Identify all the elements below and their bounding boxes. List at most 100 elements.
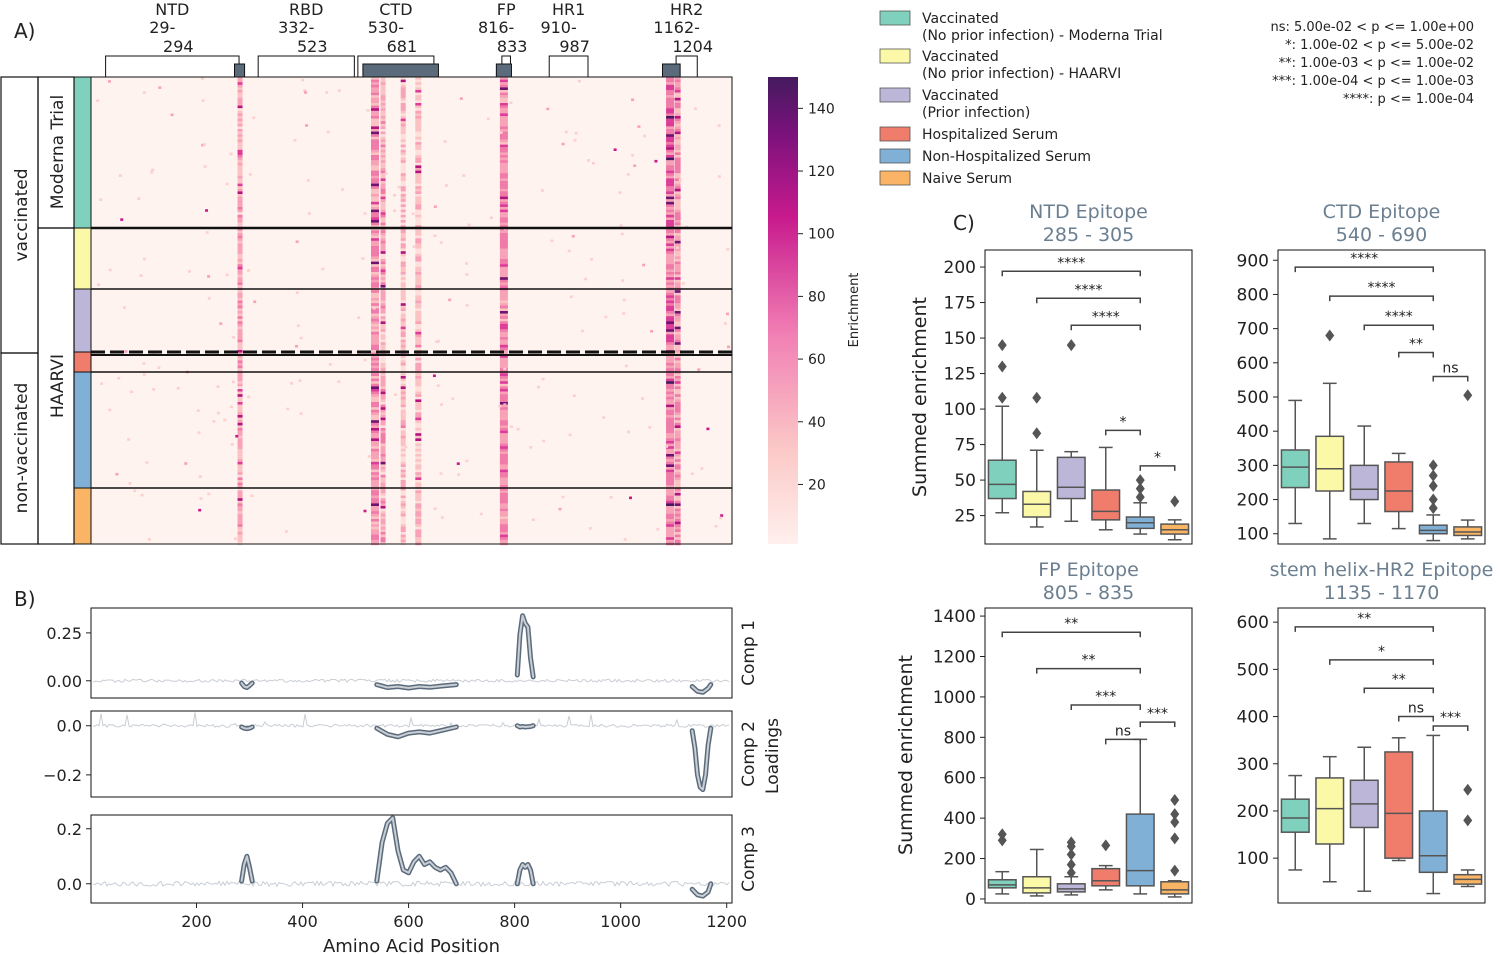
heatmap-cell [370, 337, 379, 340]
heatmap-cell [380, 386, 386, 390]
boxplot-subtitle: 540 - 690 [1336, 224, 1427, 246]
heatmap-cell [499, 256, 508, 260]
heatmap-cell [666, 82, 675, 85]
heatmap-cell [674, 178, 681, 182]
heatmap-cell [666, 157, 675, 161]
heatmap-cell [229, 405, 233, 409]
heatmap-cell [370, 448, 379, 452]
heatmap-cell [370, 173, 379, 176]
heatmap-cell [717, 124, 721, 127]
outlier-point [1428, 469, 1438, 482]
heatmap-cell [666, 277, 675, 280]
heatmap-cell [674, 251, 681, 254]
heatmap-cell [499, 285, 508, 288]
heatmap-cell [573, 138, 577, 142]
heatmap-cell [666, 480, 675, 483]
heatmap-cell [499, 147, 508, 150]
heatmap-cell [674, 168, 681, 171]
heatmap-cell [666, 412, 675, 416]
heatmap-cell [499, 399, 508, 403]
heatmap-cell [400, 448, 406, 452]
box [1315, 435, 1345, 492]
heatmap-cell [370, 298, 379, 301]
heatmap-cell [674, 417, 681, 421]
heatmap-cell [380, 217, 386, 221]
heatmap-cell [674, 412, 681, 416]
heatmap-cell [433, 234, 437, 238]
heatmap-cell [674, 108, 681, 111]
outlier-point [997, 828, 1007, 841]
heatmap-cell [666, 165, 675, 169]
heatmap-cell [380, 290, 386, 293]
heatmap-cell [370, 464, 379, 468]
heatmap-cell [200, 77, 204, 80]
domain-labels: NTD29-294RBD332-523CTD530-681FP816-833HR… [149, 0, 713, 56]
heatmap-cell [237, 201, 243, 205]
heatmap-cell [674, 160, 681, 163]
heatmap-cell [380, 207, 386, 210]
heatmap-cell [415, 355, 422, 358]
heatmap-cell [380, 136, 386, 140]
heatmap-cell [400, 160, 406, 163]
heatmap-cell [499, 144, 508, 148]
heatmap-cell [666, 87, 675, 91]
heatmap-cell [433, 507, 437, 511]
heatmap-cell [237, 461, 243, 465]
heatmap-cell [237, 274, 243, 278]
heatmap-cell [400, 344, 406, 348]
heatmap-cell [666, 363, 675, 366]
heatmap-cell [400, 339, 406, 343]
heatmap-cell [400, 113, 406, 117]
heatmap-cell [499, 204, 508, 208]
heatmap-cell [370, 266, 379, 270]
heatmap-cell [415, 84, 422, 88]
heatmap-cell [499, 331, 508, 335]
heatmap-cell [400, 326, 406, 330]
heatmap-cell [499, 170, 508, 174]
heatmap-cell [380, 529, 386, 533]
heatmap-cell [666, 334, 675, 338]
heatmap-cell [380, 178, 386, 182]
heatmap-cell [499, 84, 508, 88]
heatmap-cell [237, 360, 243, 364]
heatmap-cell [400, 495, 406, 499]
heatmap-cell [370, 191, 379, 195]
legend-entry-sublabel: (Prior infection) [922, 105, 1030, 121]
heatmap-cell [674, 170, 681, 174]
heatmap-cell [400, 264, 406, 267]
heatmap-cell [415, 469, 422, 473]
domain-range-end: 523 [297, 37, 328, 56]
heatmap-cell [237, 464, 243, 468]
heatmap-cell [415, 524, 422, 527]
heatmap-cell [127, 438, 131, 441]
heatmap-cell [370, 451, 379, 455]
heatmap-cell [370, 321, 379, 325]
heatmap-cell [499, 131, 503, 134]
significance-bracket [1036, 667, 1141, 674]
heatmap-cell [499, 365, 508, 369]
heatmap-cell [370, 155, 379, 158]
heatmap-cell [499, 425, 508, 429]
heatmap-cell [609, 496, 613, 499]
y-tick-label: 100 [1237, 849, 1269, 869]
heatmap-cell [467, 223, 471, 227]
heatmap-cell [370, 412, 379, 416]
heatmap-cell [674, 209, 681, 213]
y-tick-label: 600 [1237, 613, 1269, 633]
heatmap-cell [380, 521, 386, 525]
heatmap-cell [666, 339, 675, 343]
heatmap-cell [415, 428, 422, 431]
heatmap-cell [726, 248, 730, 251]
heatmap-cell [499, 87, 508, 91]
heatmap-cell [370, 290, 379, 293]
heatmap-cell [370, 357, 379, 361]
heatmap-cell [674, 495, 681, 499]
heatmap-cell [380, 524, 386, 527]
heatmap-cell [674, 318, 681, 322]
heatmap-cell [400, 147, 406, 150]
heatmap-cell [231, 380, 235, 384]
heatmap-cell [499, 209, 508, 213]
